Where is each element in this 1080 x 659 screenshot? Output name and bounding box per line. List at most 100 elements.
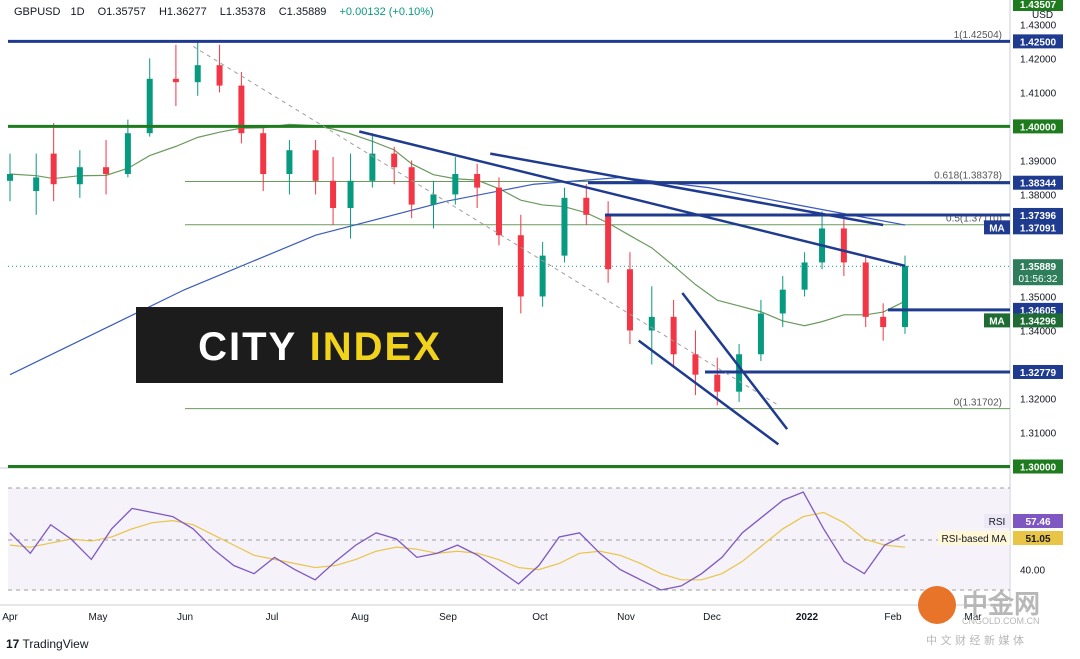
- ma-tag-bg-5: [984, 220, 1010, 235]
- candle-body-4: [103, 167, 110, 175]
- candle-body-13: [312, 150, 319, 181]
- interval[interactable]: 1D: [70, 6, 85, 18]
- zhongjin-url: CNGOLD.COM.CN: [962, 616, 1040, 626]
- y-tick-3: 1.39000: [1020, 156, 1057, 167]
- tradingview-label: TradingView: [22, 637, 89, 651]
- horizontal-levels-layer: [8, 39, 1010, 469]
- candle-body-21: [474, 174, 481, 188]
- rsi-ma-line: [9, 511, 906, 581]
- y-tick-0: 1.43000: [1020, 20, 1057, 31]
- price-label-bg-6: [1013, 259, 1063, 286]
- rsi-band: [8, 488, 1010, 590]
- tradingview-logo-icon: 17: [6, 637, 20, 651]
- candle-body-26: [583, 197, 590, 215]
- rsi-value-bg-1: [1013, 531, 1063, 545]
- y-tick-7: 1.32000: [1020, 394, 1057, 405]
- price-label-bg-10: [1013, 459, 1063, 474]
- candlestick-layer: [7, 41, 908, 406]
- x-tick-6: Oct: [532, 612, 548, 623]
- candle-body-39: [862, 262, 869, 317]
- price-label-6: 1.35889: [1020, 262, 1057, 273]
- candle-body-10: [238, 85, 245, 134]
- candle-body-14: [330, 180, 337, 209]
- rsi-name-bg-1: [938, 531, 1010, 545]
- currency-label: USD: [1032, 10, 1053, 21]
- fib-label-2: 0.5(1.37110): [946, 214, 1002, 225]
- trendline-lower: [490, 152, 884, 227]
- price-label-bg-0: [1013, 0, 1063, 11]
- candle-body-5: [124, 133, 131, 175]
- price-label-bg-7: [1013, 302, 1063, 317]
- candle-body-28: [626, 269, 633, 331]
- candle-body-8: [194, 65, 201, 83]
- price-label-bg-9: [1013, 364, 1063, 379]
- tradingview-brand[interactable]: 17 TradingView: [6, 637, 89, 651]
- ma-50-line: [9, 123, 906, 327]
- price-label-3: 1.38344: [1020, 179, 1057, 190]
- candle-body-17: [391, 153, 398, 168]
- rsi-name-bg-0: [984, 514, 1010, 528]
- rsi-value-bg-0: [1013, 514, 1063, 528]
- price-label-9: 1.32779: [1020, 368, 1057, 379]
- price-label-bg-4: [1013, 207, 1063, 222]
- candle-body-3: [76, 167, 83, 185]
- candle-body-30: [670, 316, 677, 355]
- city-index-logo: CITY INDEX: [136, 307, 503, 383]
- rsi-value-0: 57.46: [1025, 517, 1050, 528]
- zhongjin-watermark: 中金网 CNGOLD.COM.CN 中 文 财 经 新 媒 体: [918, 582, 1078, 652]
- symbol-header: GBPUSD 1D O1.35757 H1.36277 L1.35378 C1.3…: [14, 6, 444, 18]
- price-label-bg-2: [1013, 119, 1063, 134]
- ohlc-open: O1.35757: [97, 6, 146, 18]
- candle-body-20: [452, 174, 459, 195]
- candle-body-34: [757, 313, 764, 355]
- candle-body-0: [7, 174, 13, 181]
- candle-body-25: [561, 197, 568, 256]
- x-tick-1: May: [89, 612, 108, 623]
- symbol[interactable]: GBPUSD: [14, 6, 61, 18]
- axis-layer: 1.43000 1.42000 1.41000 1.39000 1.38000 1.350…: [2, 10, 1056, 623]
- price-label-bg-1: [1013, 34, 1063, 49]
- rsi-line: [9, 491, 906, 591]
- price-label-5: 1.37091: [1020, 223, 1057, 234]
- candle-body-12: [286, 150, 293, 175]
- y-tick-6: 1.34000: [1020, 326, 1057, 337]
- candle-body-41: [902, 265, 908, 328]
- candle-body-19: [430, 194, 437, 205]
- price-label-8: 1.34296: [1020, 316, 1057, 327]
- wedge-lower: [637, 339, 780, 446]
- price-label-bg-8: [1013, 313, 1063, 328]
- price-label-bg-3: [1013, 175, 1063, 190]
- trendline-layer: [193, 46, 906, 446]
- y-tick-2: 1.41000: [1020, 88, 1057, 99]
- candle-body-35: [779, 289, 786, 314]
- candle-body-32: [714, 374, 721, 392]
- zhongjin-logo-icon: [918, 586, 956, 624]
- price-label-7: 1.34605: [1020, 306, 1057, 317]
- x-tick-3: Jul: [266, 612, 279, 623]
- x-tick-2: Jun: [177, 612, 193, 623]
- x-tick-8: Dec: [703, 612, 721, 623]
- trendline-upper: [358, 130, 906, 268]
- x-tick-5: Sep: [439, 612, 457, 623]
- zhongjin-name: 中金网: [962, 590, 1041, 620]
- trendline-dashed: [193, 46, 779, 406]
- ohlc-change: +0.00132 (+0.10%): [339, 6, 434, 18]
- candle-body-2: [50, 153, 57, 185]
- candle-body-15: [347, 180, 354, 209]
- candle-body-1: [33, 177, 40, 192]
- candle-body-31: [692, 354, 699, 375]
- price-label-10: 1.30000: [1020, 463, 1057, 474]
- fib-label-0: 1(1.42504): [954, 30, 1002, 41]
- x-tick-9: 2022: [796, 612, 819, 623]
- rsi-y-tick: 40.00: [1020, 566, 1045, 577]
- candle-body-38: [840, 228, 847, 263]
- price-label-4: 1.37396: [1020, 211, 1057, 222]
- x-tick-11: Mar: [964, 612, 982, 623]
- candle-body-29: [648, 316, 655, 331]
- candle-body-6: [146, 78, 153, 134]
- x-tick-7: Nov: [617, 612, 635, 623]
- candle-body-24: [539, 255, 546, 297]
- x-tick-4: Aug: [351, 612, 369, 623]
